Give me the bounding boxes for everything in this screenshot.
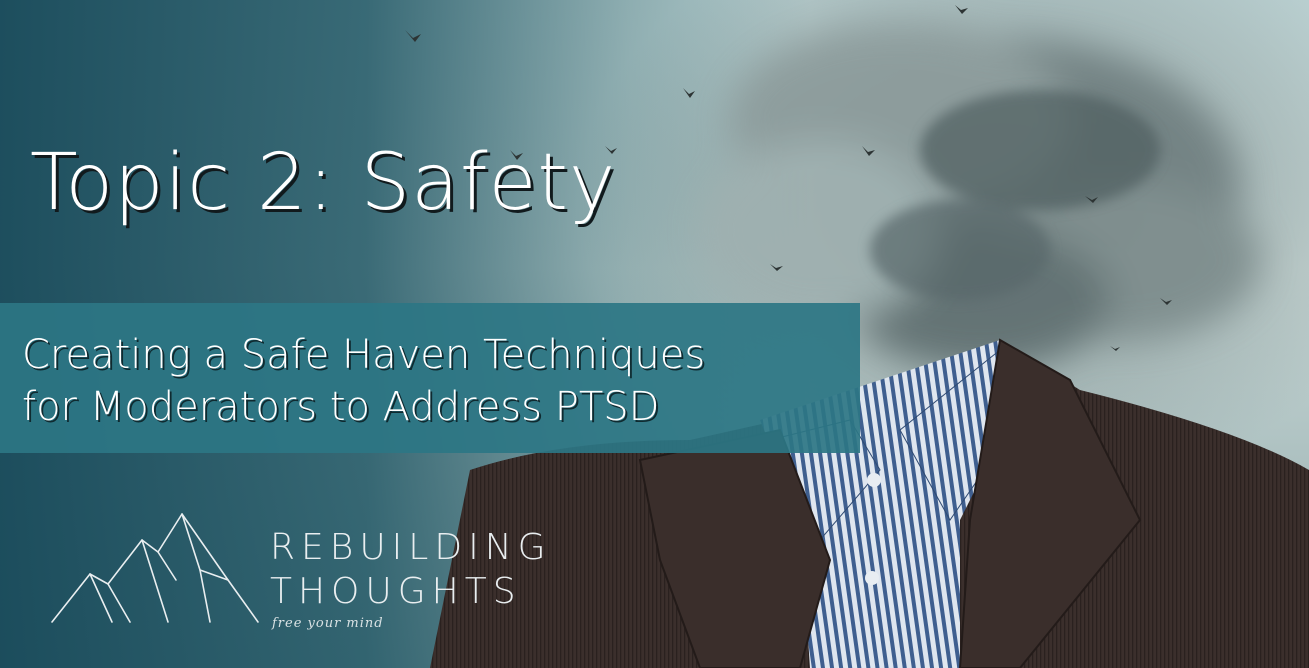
brand-name-line: REBUILDING <box>270 527 552 568</box>
subtitle-banner: Creating a Safe Haven Techniques for Mod… <box>0 303 860 453</box>
mountain-outline-icon <box>51 513 259 623</box>
brand-name-line: THOUGHTS <box>270 571 522 612</box>
subtitle: Creating a Safe Haven Techniques for Mod… <box>22 329 705 433</box>
slide-title: Topic 2: Safety <box>30 138 617 228</box>
brand-name: REBUILDING THOUGHTS <box>270 526 552 614</box>
subtitle-line: Creating a Safe Haven Techniques <box>22 332 706 378</box>
subtitle-line: for Moderators to Address PTSD <box>22 384 660 430</box>
brand-tagline: free your mind <box>272 616 384 631</box>
